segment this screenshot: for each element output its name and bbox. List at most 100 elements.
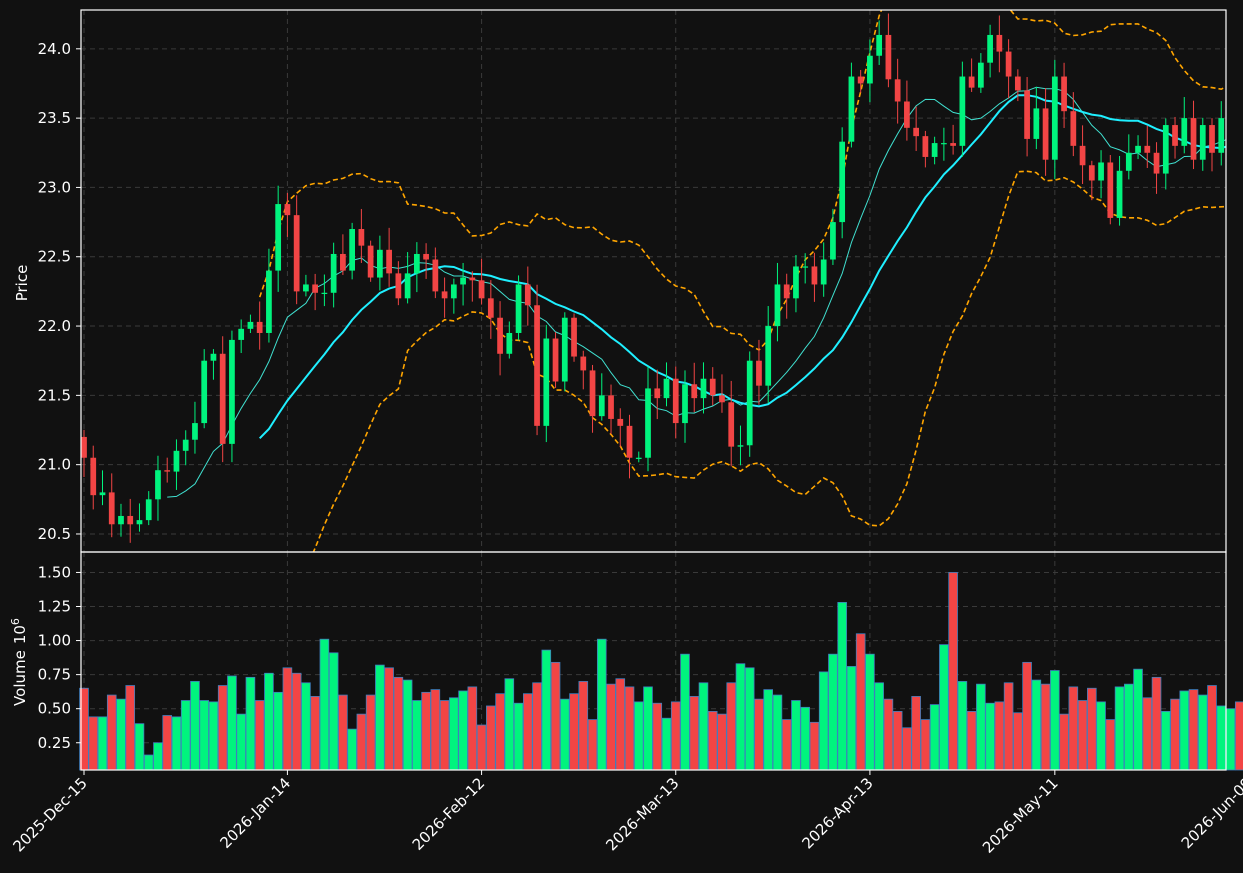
volume-bar [532,682,542,771]
candle-body [682,384,688,424]
volume-bar [1114,686,1125,771]
candle-body [626,425,633,458]
candle-body [700,378,707,399]
volume-bar [1170,698,1180,771]
candle-body [756,360,762,386]
volume-bar [781,719,792,771]
candle-body [367,245,374,278]
candle-body [173,450,180,472]
candle-body [848,76,855,142]
candle-body [1116,170,1123,218]
candle-body [469,277,476,281]
volume-bar [254,700,265,771]
volume-bar [467,686,478,771]
volume-bar [578,681,589,771]
volume-bar [1031,679,1042,771]
volume-bar [643,686,653,771]
volume-tick-label: 0.75 [38,666,71,684]
volume-bar [227,675,237,771]
price-tick-label: 23.5 [38,109,71,127]
volume-bar [661,717,672,771]
candle-body [774,284,781,327]
candle-body [1162,125,1169,174]
volume-bar [282,667,293,771]
volume-bar [985,702,995,771]
price-tick-label: 22.5 [38,248,71,266]
volume-bar [791,700,801,771]
volume-bar [153,742,163,771]
candle-body [1051,76,1058,160]
volume-bar [1133,668,1143,771]
volume-bar [902,727,912,771]
volume-bar [874,682,884,771]
candle-body [820,259,827,285]
volume-bar [393,676,404,771]
volume-bar [689,696,700,771]
volume-bar [523,693,533,771]
volume-bar [347,728,357,771]
volume-bar [707,711,718,771]
candle-body [136,520,143,525]
price-axis-ticks: 20.5 21.0 21.5 22.0 22.5 23.0 23.5 24.0 [38,40,81,543]
candle-body [238,328,245,340]
volume-bar [449,697,459,771]
volume-bar [162,715,173,771]
volume-bar [88,716,99,771]
volume-bar [328,652,339,771]
candle-body [441,291,448,299]
candle-body [977,62,984,88]
volume-bar [134,723,145,771]
candle-body [386,249,392,274]
volume-bar [486,705,496,771]
sma-slow-line [258,94,1226,440]
candle-body [164,470,171,472]
candle-body [312,284,319,293]
volume-bar [1207,685,1217,771]
volume-bar [1225,708,1236,771]
price-tick-label: 21.0 [38,456,71,474]
candle-body [783,284,790,299]
volume-bar [384,667,394,771]
volume-tick-label: 1.50 [38,563,71,581]
candle-body [1199,125,1206,160]
volume-bar [680,653,690,771]
candle-body [996,34,1003,52]
volume-bar [1105,719,1116,771]
volume-bar [458,690,468,771]
candle-body [192,423,198,440]
volume-bar [809,721,820,771]
volume-bar [828,653,838,771]
candle-body [598,395,605,417]
candle-body [1172,125,1178,146]
candle-body [515,284,522,333]
candle-body [737,445,744,447]
volume-bar [97,716,108,771]
candle-body [1181,118,1188,146]
candle-body [894,79,901,102]
volume-bar [911,696,921,771]
price-tick-label: 20.5 [38,525,71,543]
volume-bar [1013,712,1023,771]
volume-bar [560,698,570,771]
volume-axis-label-text: Volume [11,650,29,706]
candle-body [793,266,799,299]
candle-body [497,317,503,354]
candle-body [229,339,235,444]
volume-bar [800,706,810,771]
volume-bar [513,702,524,771]
candle-body [395,273,402,299]
candle-body [839,141,846,223]
candle-body [349,229,356,271]
volume-bar [199,700,209,771]
candle-body [99,492,106,496]
candle-body [876,34,883,56]
volume-bar [495,693,505,771]
volume-bar [735,663,746,771]
candle-body [1190,118,1197,160]
volume-bar [319,638,330,771]
price-axis-label: Price [13,265,31,302]
volume-tick-label: 0.25 [38,734,71,752]
candle-body [645,388,651,458]
candle-body [728,402,735,447]
volume-bar [217,685,228,771]
